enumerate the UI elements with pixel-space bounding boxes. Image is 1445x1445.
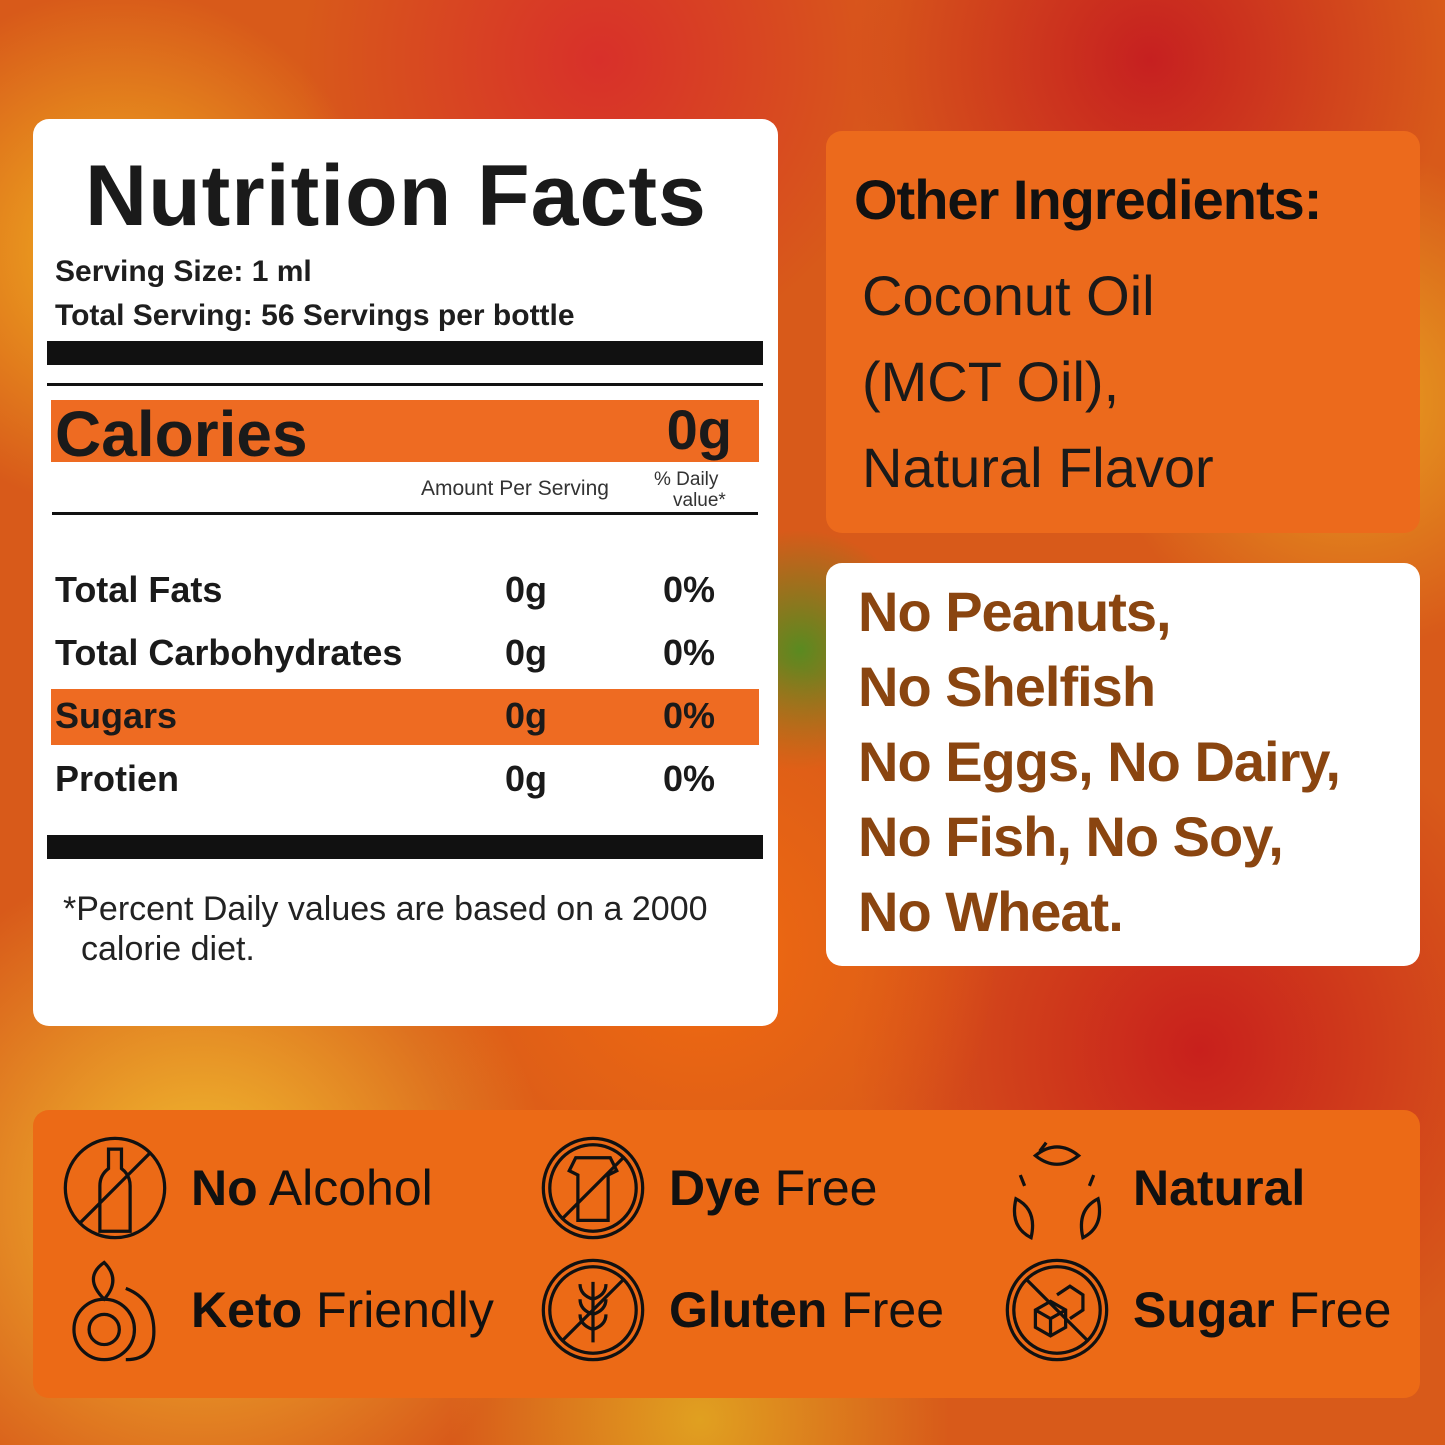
nutrient-name: Total Carbohydrates [55, 632, 403, 673]
natural-leaves-icon [1012, 1141, 1102, 1241]
badge-light: Free [760, 1160, 878, 1216]
divider-thick [47, 835, 763, 859]
amount-header: Amount Per Serving [421, 477, 609, 500]
serving-size: Serving Size: 1 ml [55, 255, 312, 288]
allergen-line: No Peanuts, [858, 580, 1172, 643]
badge-dye-free: Dye Free [539, 1134, 877, 1242]
badge-light: Free [1274, 1282, 1392, 1338]
badge-bold: No [191, 1160, 258, 1216]
sugars-highlight [51, 689, 759, 745]
calories-value: 0g [666, 398, 732, 461]
divider [52, 512, 758, 515]
nutrition-facts-panel: Nutrition Facts Serving Size: 1 ml Total… [33, 119, 778, 1026]
calories-label: Calories [55, 398, 308, 470]
nutrient-dv: 0% [663, 695, 716, 736]
badge-bold: Dye [669, 1160, 761, 1216]
footnote: *Percent Daily values are based on a 200… [63, 890, 708, 968]
nutrition-title: Nutrition Facts [85, 148, 707, 244]
calories-highlight [51, 400, 759, 462]
dye-free-icon [541, 1136, 645, 1240]
ingredient: (MCT Oil), [862, 350, 1120, 413]
badge-sugar-free: Sugar Free [1003, 1256, 1391, 1364]
divider-thick [47, 341, 763, 365]
badge-keto-friendly: Keto Friendly [61, 1256, 494, 1364]
features-bar: No Alcohol Dye Free Natural Keto Friendl… [33, 1110, 1420, 1398]
allergen-panel: No Peanuts, No Shelfish No Eggs, No Dair… [826, 563, 1420, 966]
nutrient-name: Sugars [55, 695, 178, 736]
daily-header: % Daily [654, 469, 719, 490]
nutrient-dv: 0% [663, 569, 716, 610]
nutrient-dv: 0% [663, 632, 716, 673]
nutrient-amount: 0g [505, 758, 548, 799]
daily-header-2: value* [673, 490, 726, 511]
other-ingredients-title: Other Ingredients: [854, 168, 1322, 231]
badge-light: Alcohol [257, 1160, 433, 1216]
ingredient: Natural Flavor [862, 436, 1214, 499]
sugar-free-icon [1005, 1258, 1109, 1362]
badge-gluten-free: Gluten Free [539, 1256, 944, 1364]
nutrient-name: Total Fats [55, 569, 223, 610]
avocado-icon [72, 1260, 156, 1362]
no-alcohol-icon [63, 1136, 167, 1240]
allergen-line: No Wheat. [858, 880, 1124, 943]
nutrient-dv: 0% [663, 758, 716, 799]
nutrient-name: Protien [55, 758, 180, 799]
badge-light: Free [827, 1282, 945, 1338]
total-serving: Total Serving: 56 Servings per bottle [55, 299, 575, 332]
other-ingredients-panel: Other Ingredients: Coconut Oil (MCT Oil)… [826, 131, 1420, 533]
badge-bold: Sugar [1133, 1282, 1275, 1338]
allergen-line: No Eggs, No Dairy, [858, 730, 1341, 793]
nutrient-amount: 0g [505, 632, 548, 673]
badge-no-alcohol: No Alcohol [61, 1134, 433, 1242]
badge-bold: Natural [1133, 1160, 1306, 1216]
allergen-line: No Fish, No Soy, [858, 805, 1284, 868]
allergen-line: No Shelfish [858, 655, 1156, 718]
nutrient-amount: 0g [505, 695, 548, 736]
badge-light: Friendly [302, 1282, 494, 1338]
badge-bold: Keto [191, 1282, 303, 1338]
divider [47, 383, 763, 386]
badge-bold: Gluten [669, 1282, 828, 1338]
gluten-free-icon [541, 1258, 645, 1362]
ingredient: Coconut Oil [862, 264, 1155, 327]
nutrient-amount: 0g [505, 569, 548, 610]
badge-natural: Natural [1003, 1134, 1305, 1242]
